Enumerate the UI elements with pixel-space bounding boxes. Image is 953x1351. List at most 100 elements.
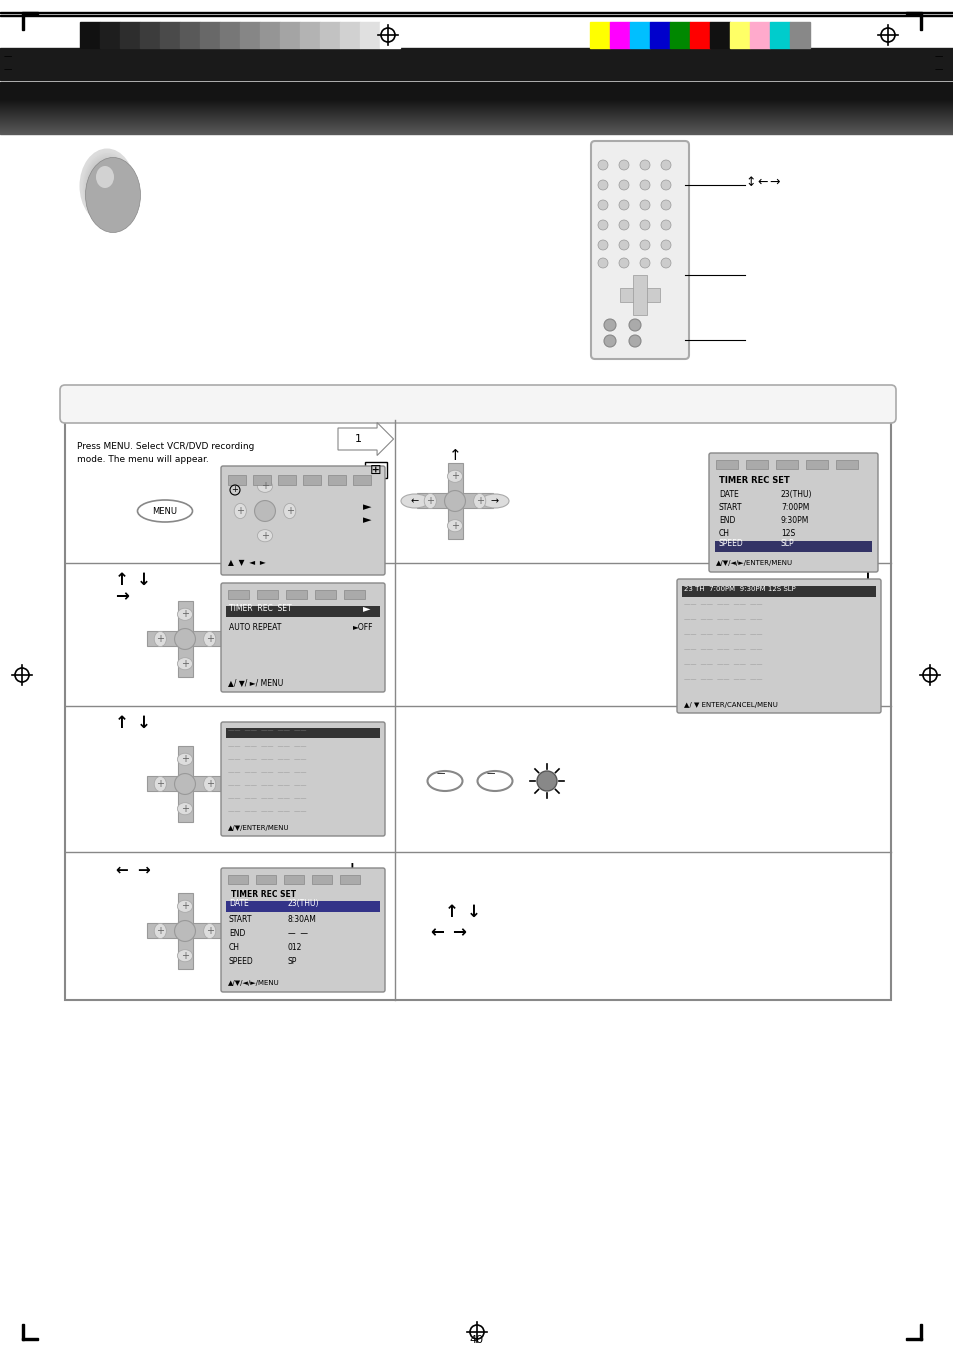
Ellipse shape <box>283 504 295 519</box>
Text: ——  ——  ——  ——  ——: —— —— —— —— —— <box>683 647 761 653</box>
Bar <box>919 14 921 30</box>
FancyBboxPatch shape <box>221 466 385 576</box>
Text: ↑: ↑ <box>448 449 461 463</box>
Ellipse shape <box>106 185 117 201</box>
Ellipse shape <box>94 169 125 211</box>
Ellipse shape <box>82 151 132 222</box>
Bar <box>905 12 921 14</box>
Text: 8:30AM: 8:30AM <box>288 915 316 924</box>
FancyBboxPatch shape <box>221 584 385 692</box>
Ellipse shape <box>203 777 215 792</box>
Bar <box>669 22 689 49</box>
Text: —: — <box>436 769 445 778</box>
Ellipse shape <box>177 658 193 670</box>
Text: +: + <box>181 901 189 912</box>
Text: CH: CH <box>719 530 729 538</box>
Bar <box>339 22 359 49</box>
Ellipse shape <box>97 173 123 208</box>
Circle shape <box>537 771 557 790</box>
Bar <box>379 22 399 49</box>
Bar <box>314 590 335 598</box>
Ellipse shape <box>177 950 193 962</box>
Text: 23 TH  7:00PM  9:30PM 12S SLP: 23 TH 7:00PM 9:30PM 12S SLP <box>683 586 795 592</box>
Text: +: + <box>156 925 164 936</box>
Text: ►: ► <box>363 603 370 613</box>
Circle shape <box>598 200 607 209</box>
Ellipse shape <box>98 174 122 207</box>
Text: ▲/ ▼ ENTER/CANCEL/MENU: ▲/ ▼ ENTER/CANCEL/MENU <box>683 703 777 708</box>
Circle shape <box>598 240 607 250</box>
Text: SP: SP <box>288 957 297 966</box>
Text: →: → <box>491 496 498 507</box>
Ellipse shape <box>154 631 166 647</box>
Text: —  —: — — <box>288 929 308 938</box>
Bar <box>789 22 809 49</box>
Text: SLP: SLP <box>781 539 794 549</box>
Text: +: + <box>261 481 269 492</box>
Circle shape <box>598 258 607 267</box>
Text: +: + <box>181 659 189 669</box>
Text: START: START <box>229 915 253 924</box>
Ellipse shape <box>103 181 119 204</box>
Text: ←: ← <box>274 463 286 478</box>
Ellipse shape <box>473 493 485 508</box>
Bar <box>240 22 260 49</box>
FancyBboxPatch shape <box>221 867 385 992</box>
Circle shape <box>603 319 616 331</box>
Circle shape <box>628 335 640 347</box>
Text: ←: ← <box>430 923 443 942</box>
Ellipse shape <box>101 178 121 205</box>
Ellipse shape <box>137 500 193 521</box>
FancyBboxPatch shape <box>677 580 880 713</box>
Circle shape <box>618 180 628 190</box>
Text: ▲  ▼  ◄  ►: ▲ ▼ ◄ ► <box>228 558 266 567</box>
Ellipse shape <box>90 162 128 215</box>
Text: SPEED: SPEED <box>229 957 253 966</box>
Bar <box>0 12 953 14</box>
Bar <box>284 875 304 884</box>
Text: ——  ——  ——  ——  ——: —— —— —— —— —— <box>228 757 306 762</box>
Ellipse shape <box>96 166 113 188</box>
Bar <box>649 22 669 49</box>
Circle shape <box>618 258 628 267</box>
Ellipse shape <box>81 150 133 223</box>
Bar <box>805 459 827 469</box>
Text: +: + <box>156 780 164 789</box>
Bar <box>65 420 890 1000</box>
Text: 23(THU): 23(THU) <box>288 898 319 908</box>
Ellipse shape <box>254 501 275 521</box>
Bar <box>365 462 387 478</box>
Text: ——  ——  ——  ——  ——: —— —— —— —— —— <box>683 603 761 607</box>
Bar <box>0 15 953 16</box>
Text: +: + <box>236 507 244 516</box>
FancyBboxPatch shape <box>337 423 394 455</box>
Ellipse shape <box>96 172 124 209</box>
Bar <box>633 276 646 315</box>
Bar <box>448 463 462 539</box>
Text: +: + <box>156 634 164 644</box>
Bar <box>147 775 223 790</box>
Bar <box>226 728 379 738</box>
Ellipse shape <box>108 188 116 200</box>
Ellipse shape <box>174 774 195 794</box>
Text: ——  ——  ——  ——  ——: —— —— —— —— —— <box>228 796 306 801</box>
Text: +: + <box>232 485 238 494</box>
Circle shape <box>598 220 607 230</box>
Text: ——  ——  ——  ——  ——: —— —— —— —— —— <box>228 744 306 748</box>
Text: 7:00PM: 7:00PM <box>781 503 808 512</box>
Bar <box>609 22 629 49</box>
Bar <box>147 923 223 938</box>
Ellipse shape <box>257 530 273 542</box>
Bar <box>160 22 180 49</box>
Text: ↓: ↓ <box>137 713 151 732</box>
Text: ——  ——  ——  ——  ——: —— —— —— —— —— <box>683 662 761 667</box>
Bar <box>344 590 365 598</box>
Text: MENU: MENU <box>152 507 177 516</box>
Circle shape <box>618 200 628 209</box>
Text: ↓: ↓ <box>467 902 480 921</box>
Bar <box>256 590 277 598</box>
Bar <box>178 746 193 821</box>
FancyBboxPatch shape <box>590 141 688 359</box>
Bar <box>147 631 223 646</box>
Text: →: → <box>768 176 779 189</box>
